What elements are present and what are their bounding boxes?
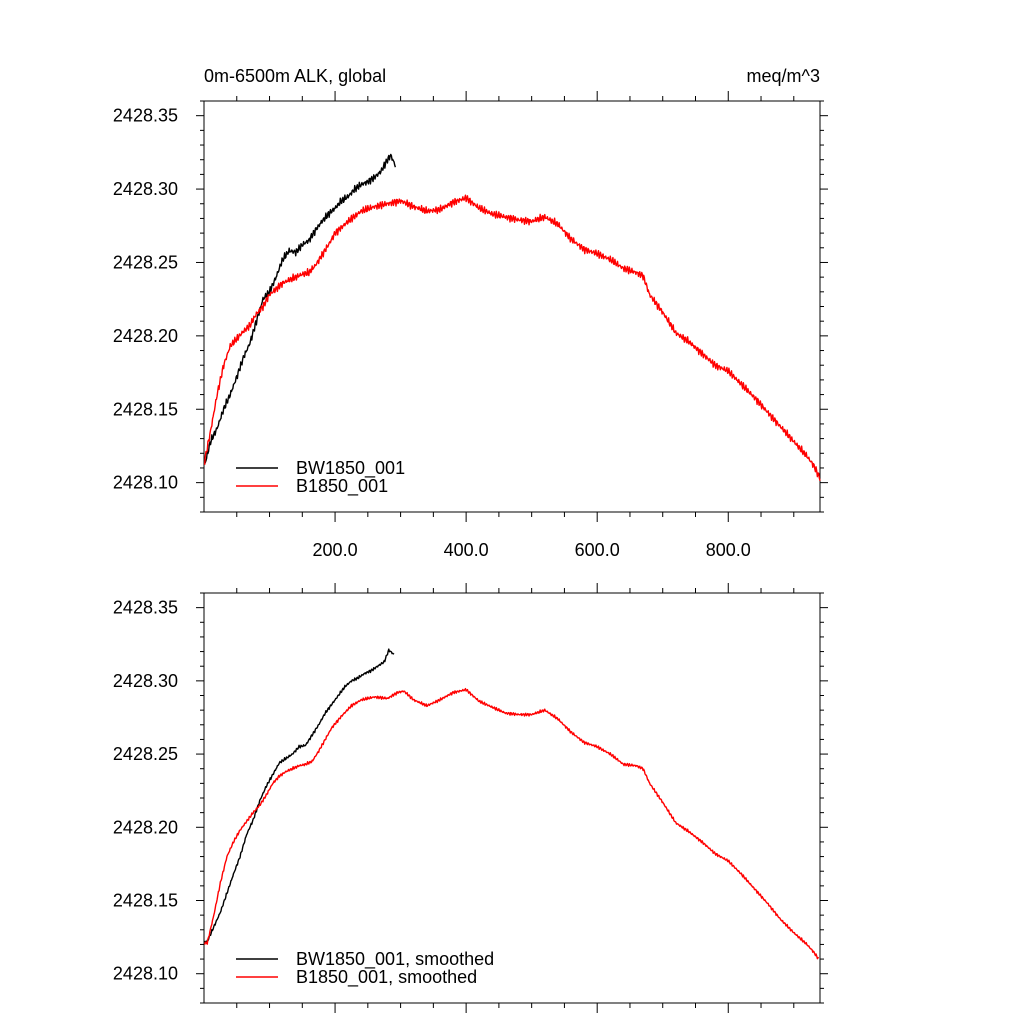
y-tick-label: 2428.15 (113, 891, 178, 911)
plot-frame (203, 100, 821, 513)
panel-raw: 2428.10 2428.15 2428.20 2428.25 2428.30 2428.… (113, 91, 828, 560)
y-tick-label: 2428.35 (113, 598, 178, 618)
y-tick-label: 2428.25 (113, 252, 178, 272)
legend-label: B1850_001 (296, 476, 388, 497)
y-tick-label: 2428.35 (113, 106, 178, 126)
legend-label: B1850_001, smoothed (296, 967, 477, 988)
legend-label: BW1850_001 (296, 458, 405, 479)
series-line-bw1850-001 (204, 153, 397, 465)
x-tick-label: 200.0 (313, 540, 358, 560)
y-tick-label: 2428.15 (113, 399, 178, 419)
y-tick-label: 2428.30 (113, 671, 178, 691)
y-tick-label: 2428.30 (113, 179, 178, 199)
panel-smoothed: 2428.10 2428.15 2428.20 2428.25 2428.30 2428.… (113, 583, 828, 1013)
series-line-b1850-001-smoothed (203, 687, 820, 960)
y-tick-label: 2428.25 (113, 744, 178, 764)
y-tick-label: 2428.20 (113, 817, 178, 837)
chart-units-label: meq/m^3 (747, 66, 820, 86)
x-tick-label: 400.0 (444, 540, 489, 560)
chart-title: 0m-6500m ALK, global (204, 66, 386, 86)
x-tick-label: 600.0 (575, 540, 620, 560)
y-tick-label: 2428.20 (113, 326, 178, 346)
plot-frame (203, 592, 821, 1004)
legend-label: BW1850_001, smoothed (296, 949, 494, 970)
y-tick-label: 2428.10 (113, 964, 178, 984)
y-tick-label: 2428.10 (113, 473, 178, 493)
x-tick-label: 800.0 (706, 540, 751, 560)
series-line-b1850-001 (203, 194, 821, 481)
series-line-bw1850-001-smoothed (204, 648, 395, 943)
